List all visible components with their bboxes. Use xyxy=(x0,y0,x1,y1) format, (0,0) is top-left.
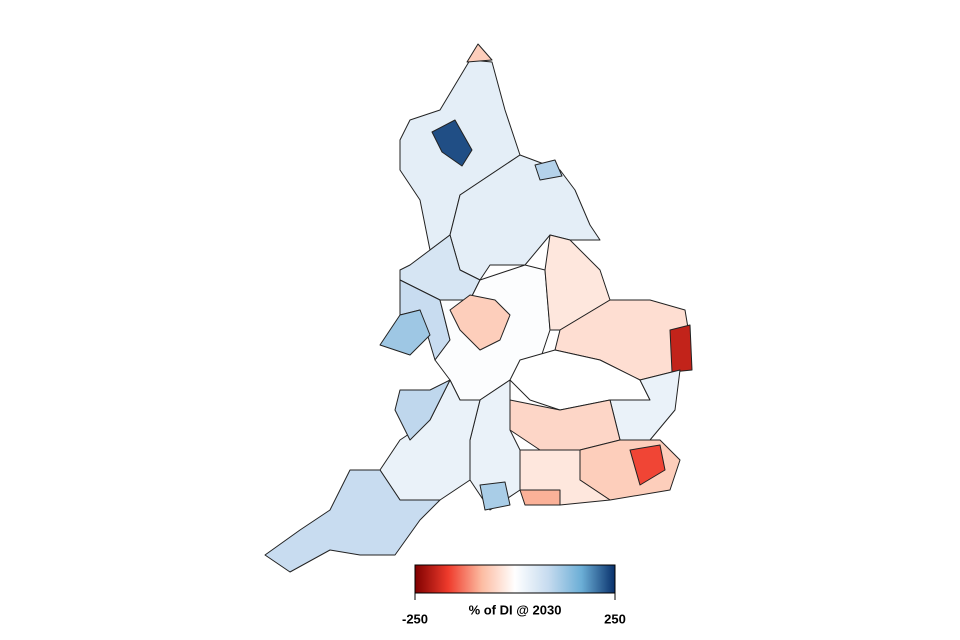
region xyxy=(629,444,666,486)
region xyxy=(379,309,431,356)
region xyxy=(669,324,693,373)
region xyxy=(466,43,493,63)
colorbar-tick-label: 250 xyxy=(604,611,626,626)
colorbar xyxy=(414,564,616,594)
colorbar-tick-label: -250 xyxy=(402,611,428,626)
region xyxy=(431,119,473,167)
region xyxy=(264,469,441,573)
region xyxy=(534,159,563,181)
regions xyxy=(264,43,693,573)
region xyxy=(394,379,451,441)
region xyxy=(519,489,561,506)
region xyxy=(479,481,511,511)
legend-label: % of DI @ 2030 xyxy=(469,602,562,617)
region xyxy=(449,294,511,351)
